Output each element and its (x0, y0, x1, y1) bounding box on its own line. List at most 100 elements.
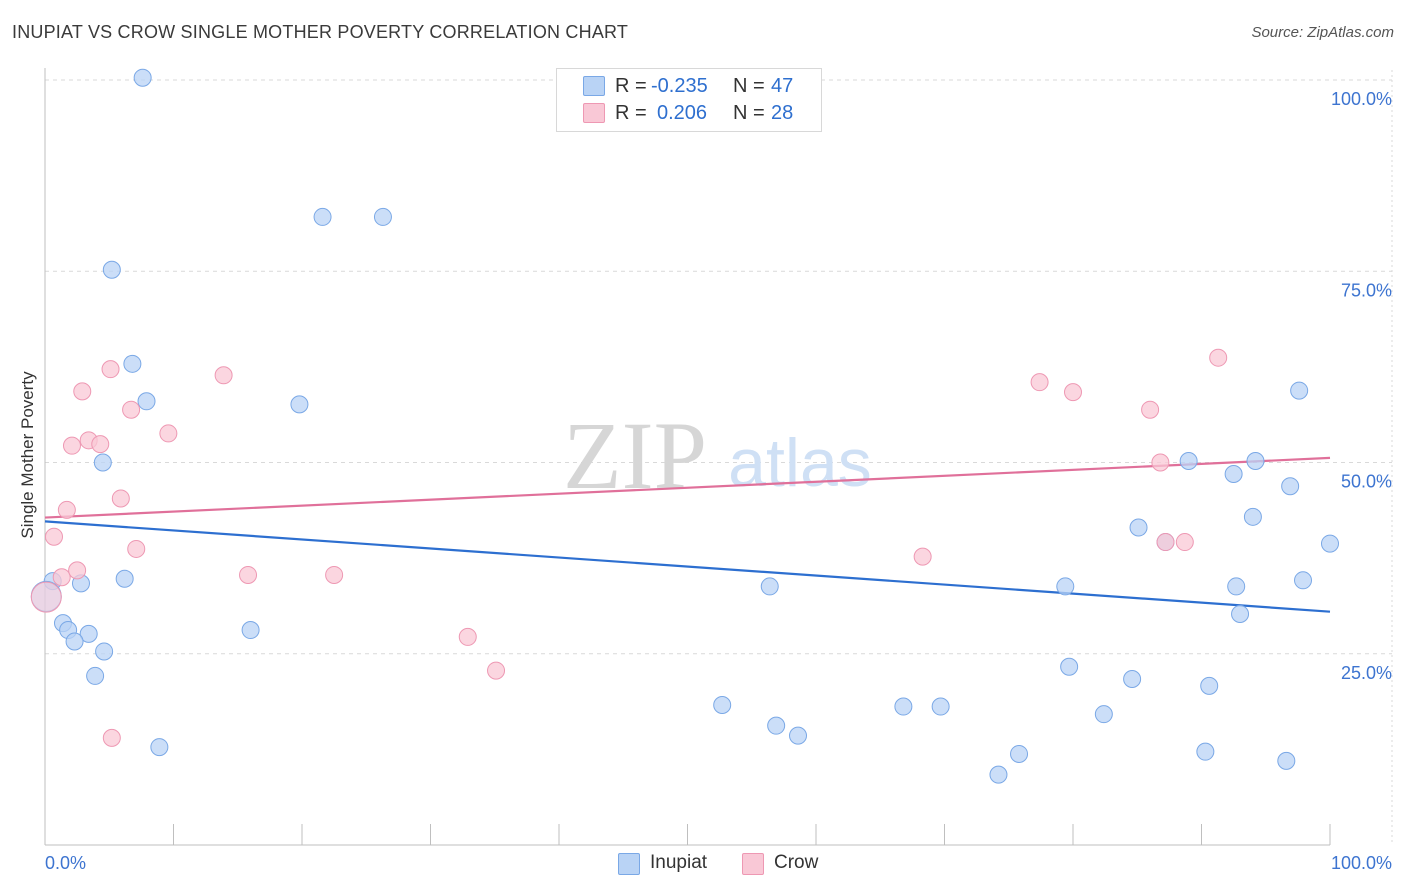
legend-r-value-crow: 0.206 (657, 102, 708, 124)
trend-line-inupiat (44, 520, 1331, 613)
point-crow-14 (214, 366, 233, 385)
point-crow-13 (159, 424, 178, 443)
point-crow-10 (111, 489, 130, 508)
point-crow-24 (1175, 533, 1194, 552)
legend-n-label: N = (733, 75, 765, 97)
legend-swatch-inupiat (583, 76, 605, 96)
point-inupiat-1 (313, 207, 332, 226)
tick-labels: 25.0% 50.0% 75.0% 100.0% 0.0% 100.0% (45, 89, 1392, 873)
point-crow-11 (122, 400, 141, 419)
legend-n-label: N = (733, 102, 765, 124)
point-inupiat-45 (1294, 571, 1313, 590)
point-crow-1 (52, 568, 71, 587)
legend-r-label: R = (615, 102, 647, 124)
point-inupiat-7 (93, 453, 112, 472)
trend-lines (44, 456, 1331, 613)
point-crow-8 (101, 360, 120, 379)
point-inupiat-21 (713, 696, 732, 715)
y-tick-label-100: 100.0% (1331, 89, 1392, 109)
point-inupiat-31 (1123, 669, 1142, 688)
point-inupiat-39 (1243, 507, 1262, 526)
legend-swatch-crow (742, 853, 764, 875)
trend-line-crow (44, 456, 1331, 519)
point-inupiat-37 (1224, 464, 1243, 483)
point-crow-23 (1156, 533, 1175, 552)
point-crow-20 (1030, 373, 1049, 392)
source-note: Source: ZipAtlas.com (1251, 24, 1394, 41)
y-tick-label-25: 25.0% (1341, 663, 1392, 683)
point-inupiat-41 (1231, 604, 1250, 623)
point-crow-9 (102, 728, 121, 747)
point-crow-21 (1064, 383, 1082, 402)
x-tick-label-min: 0.0% (45, 853, 86, 873)
point-inupiat-16 (95, 642, 114, 661)
point-inupiat-0 (133, 68, 152, 87)
legend-r-label: R = (615, 75, 647, 97)
point-inupiat-15 (65, 632, 84, 651)
point-inupiat-28 (1056, 577, 1075, 596)
point-inupiat-26 (989, 765, 1008, 784)
point-crow-19 (913, 547, 932, 566)
point-crow-15 (239, 565, 258, 584)
y-axis-label: Single Mother Poverty (18, 371, 37, 539)
point-inupiat-25 (931, 697, 950, 716)
point-crow-16 (325, 565, 344, 584)
point-inupiat-43 (1281, 477, 1300, 496)
legend-n-value-crow: 28 (771, 102, 794, 124)
point-inupiat-34 (1179, 451, 1198, 470)
point-inupiat-29 (1060, 657, 1079, 676)
point-inupiat-38 (1227, 577, 1246, 596)
point-crow-18 (487, 661, 506, 680)
x-tick-label-max: 100.0% (1331, 853, 1392, 873)
point-inupiat-44 (1290, 381, 1309, 400)
legend-label-inupiat: Inupiat (650, 852, 708, 873)
point-inupiat-42 (1277, 751, 1296, 770)
point-inupiat-40 (1246, 451, 1265, 470)
point-crow-17 (458, 627, 477, 646)
point-crow-5 (73, 382, 92, 401)
point-crow-26 (1209, 348, 1228, 367)
point-inupiat-3 (102, 260, 121, 279)
point-inupiat-36 (1196, 742, 1215, 761)
point-crow-0 (44, 527, 63, 546)
legend-swatch-inupiat (618, 853, 640, 875)
point-crow-22 (1151, 453, 1170, 472)
watermark-atlas: atlas (728, 425, 872, 501)
point-crow-2 (57, 500, 76, 519)
point-crow-4 (68, 561, 87, 580)
point-inupiat-18 (241, 621, 260, 640)
point-inupiat-6 (290, 395, 309, 414)
y-tick-label-50: 50.0% (1341, 472, 1392, 492)
data-points (30, 68, 1339, 784)
point-inupiat-32 (1129, 518, 1148, 537)
point-crow-25 (1141, 400, 1160, 419)
point-inupiat-27 (1010, 744, 1029, 763)
point-inupiat-14 (79, 624, 98, 643)
point-inupiat-4 (123, 354, 142, 373)
point-inupiat-30 (1094, 705, 1113, 724)
chart-title: INUPIAT VS CROW SINGLE MOTHER POVERTY CO… (12, 22, 629, 42)
y-tick-label-75: 75.0% (1341, 280, 1392, 300)
correlation-legend: R = -0.235 N = 47 R = 0.206 N = 28 (556, 68, 822, 132)
point-crow-7 (91, 435, 110, 454)
point-inupiat-20 (760, 577, 779, 596)
legend-label-crow: Crow (774, 852, 819, 873)
point-inupiat-5 (137, 392, 156, 411)
point-crow-27 (30, 581, 62, 613)
legend-r-value-inupiat: -0.235 (651, 75, 708, 97)
point-inupiat-35 (1200, 676, 1219, 695)
point-inupiat-24 (894, 697, 913, 716)
point-inupiat-19 (150, 738, 169, 757)
point-inupiat-10 (115, 569, 134, 588)
point-crow-12 (127, 539, 146, 558)
point-crow-3 (62, 436, 81, 455)
axes (44, 68, 1331, 846)
legend-n-value-inupiat: 47 (771, 75, 794, 97)
point-inupiat-23 (789, 726, 808, 745)
point-inupiat-46 (1321, 534, 1339, 553)
point-inupiat-22 (767, 716, 786, 735)
point-inupiat-2 (373, 207, 392, 226)
legend-swatch-crow (583, 103, 605, 123)
point-inupiat-17 (86, 666, 105, 685)
